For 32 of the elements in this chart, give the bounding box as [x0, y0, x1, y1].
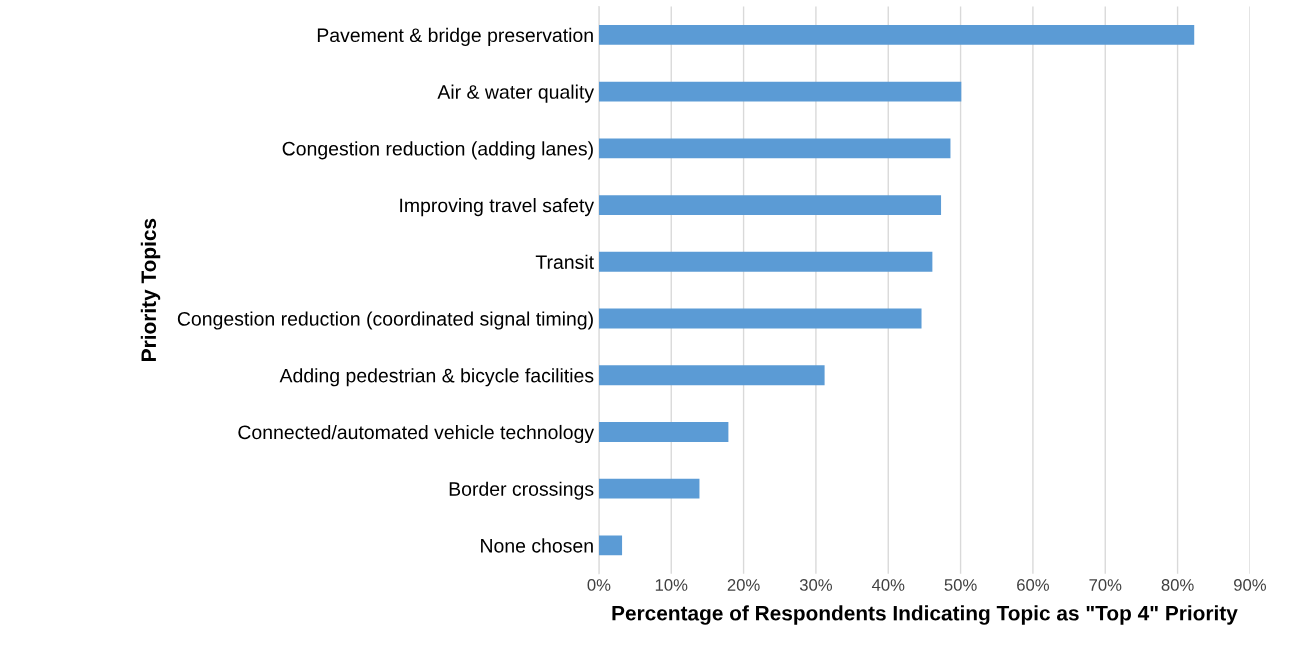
y-axis-title: Priority Topics — [140, 218, 161, 361]
bar — [598, 422, 729, 442]
bar — [598, 195, 942, 215]
y-tick-label: Air & water quality — [437, 84, 595, 103]
bar — [598, 478, 700, 499]
bar — [598, 81, 962, 102]
x-tick-label: 90% — [1234, 579, 1267, 591]
bar — [598, 535, 623, 556]
bar — [598, 24, 1195, 45]
bar — [598, 251, 933, 272]
x-tick-label: 50% — [944, 579, 977, 591]
bar — [598, 365, 825, 386]
y-tick-label: Connected/automated vehicle technology — [238, 424, 595, 444]
y-tick-label: None chosen — [481, 538, 593, 553]
bar — [598, 308, 922, 329]
x-axis-title: Percentage of Respondents Indicating Topic as "Top 4" Priority — [612, 605, 1238, 625]
y-tick-label: Border crossings — [449, 481, 594, 500]
x-tick-label: 70% — [1089, 579, 1122, 591]
x-tick-label: 80% — [1161, 579, 1194, 591]
x-tick-label: 0% — [587, 579, 611, 591]
x-tick-label: 30% — [799, 579, 833, 591]
y-tick-label: Adding pedestrian & bicycle facilities — [279, 368, 594, 387]
bar — [598, 138, 951, 159]
y-tick-label: Transit — [535, 254, 594, 270]
x-tick-label: 40% — [871, 579, 905, 591]
x-tick-label: 60% — [1017, 579, 1050, 591]
y-tick-label: Pavement & bridge preservation — [317, 27, 593, 46]
y-tick-label: Congestion reduction (coordinated signal timing) — [177, 311, 593, 330]
y-tick-label: Congestion reduction (adding lanes) — [282, 141, 593, 160]
x-tick-label: 10% — [655, 579, 688, 591]
x-tick-label: 20% — [727, 579, 760, 591]
y-tick-label: Improving travel safety — [400, 198, 595, 217]
